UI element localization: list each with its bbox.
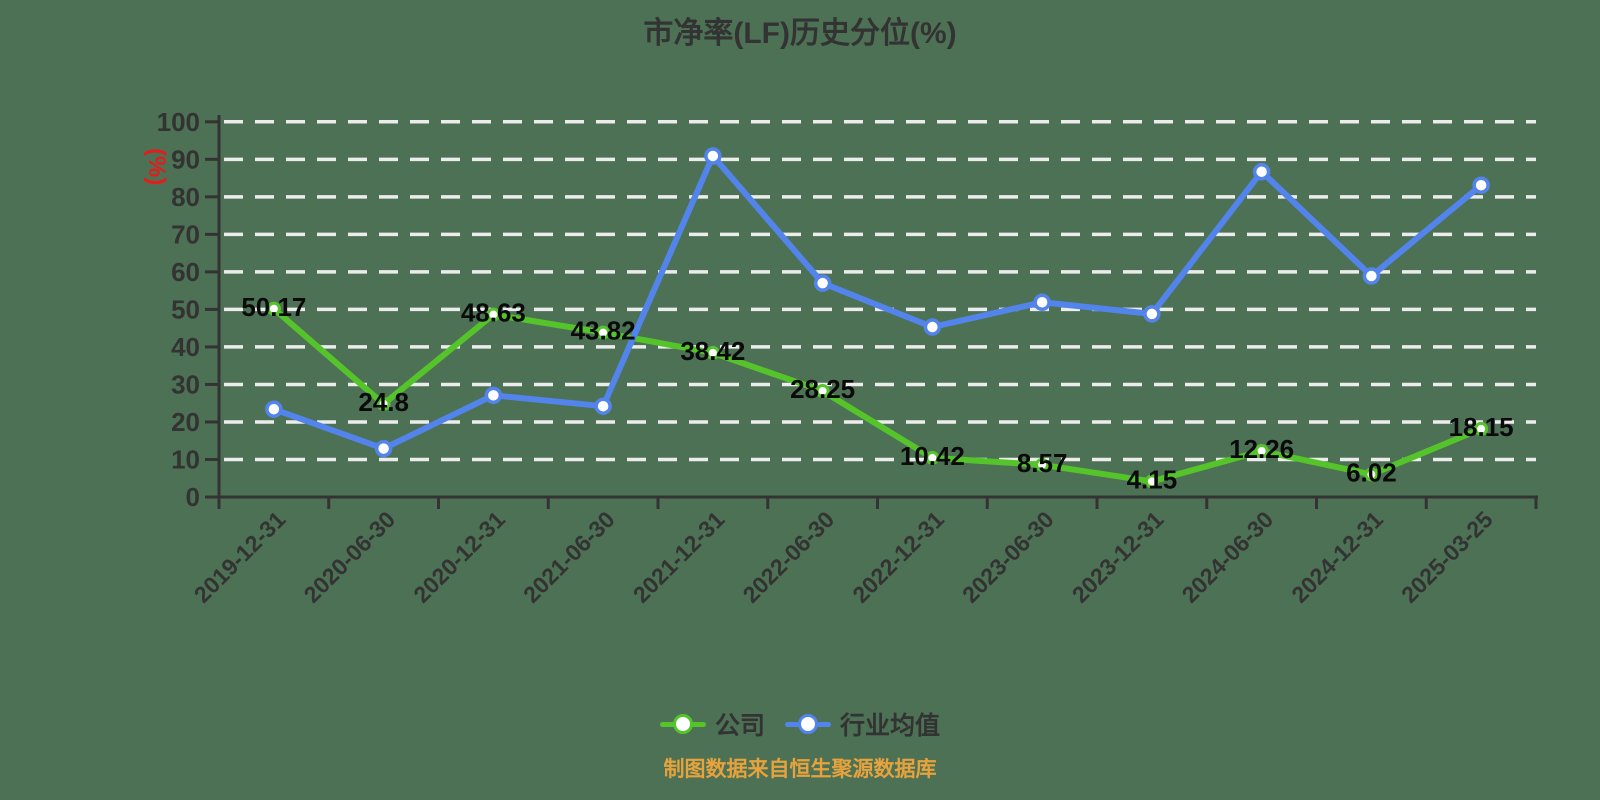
legend-item-company[interactable]: 公司: [659, 706, 765, 742]
company-series-marker-icon: [659, 714, 706, 734]
chart-legend: 公司 行业均值: [0, 706, 1600, 742]
company-data-point-marker: [1254, 444, 1269, 459]
industry-series-line: [270, 152, 1485, 452]
legend-label-company: 公司: [714, 712, 765, 740]
company-data-point-marker: [1364, 467, 1379, 482]
company-data-label: 38.42: [680, 336, 745, 366]
company-legend-circle-icon: [672, 714, 693, 734]
y-tick-label: 100: [157, 107, 200, 137]
x-tick-label: 2025-03-25: [1396, 506, 1498, 608]
industry-data-point-marker: [1033, 293, 1051, 312]
company-data-label: 6.02: [1346, 457, 1397, 487]
industry-legend-circle-icon: [798, 714, 818, 734]
industry-data-point-marker: [484, 386, 503, 405]
y-tick-label: 0: [186, 482, 200, 512]
company-data-point-marker: [705, 345, 720, 360]
company-data-point-marker: [1474, 421, 1489, 436]
y-tick-label: 90: [171, 144, 200, 174]
company-data-point-marker: [266, 301, 281, 316]
company-data-label: 28.25: [790, 374, 855, 404]
company-data-label: 43.82: [571, 316, 636, 346]
source-note: 制图数据来自恒生聚源数据库: [663, 758, 937, 781]
industry-data-point-marker: [1252, 162, 1271, 181]
x-tick-label: 2021-06-30: [518, 506, 620, 608]
industry-series-marker-icon: [785, 714, 831, 734]
industry-data-point-marker: [594, 397, 612, 415]
industry-data-point-marker: [265, 400, 283, 418]
y-tick-label: 70: [171, 219, 200, 249]
company-data-label: 12.26: [1229, 434, 1294, 464]
company-data-label: 8.57: [1017, 448, 1068, 478]
company-data-label: 48.63: [461, 298, 526, 328]
company-data-label: 24.8: [358, 387, 409, 417]
industry-data-point-marker: [1143, 305, 1161, 323]
company-data-label: 4.15: [1127, 464, 1178, 494]
x-tick-label: 2020-06-30: [299, 506, 401, 608]
x-tick-label: 2023-06-30: [957, 506, 1059, 608]
company-data-point-marker: [376, 396, 391, 411]
industry-data-point-marker: [1362, 267, 1381, 285]
company-data-point-marker: [596, 325, 611, 340]
y-tick-label: 10: [171, 444, 200, 474]
y-tick-label: 60: [171, 257, 200, 287]
industry-data-point-marker: [1472, 176, 1490, 194]
company-data-point-marker: [1035, 457, 1050, 472]
industry-data-point-marker: [704, 147, 722, 165]
company-data-point-marker: [925, 450, 940, 465]
company-data-point-marker: [486, 307, 501, 322]
company-data-label: 50.17: [241, 292, 306, 322]
x-tick-label: 2024-06-30: [1177, 506, 1279, 608]
x-tick-label: 2024-12-31: [1286, 506, 1388, 608]
company-data-label: 10.42: [900, 441, 965, 471]
industry-data-point-marker: [923, 318, 942, 336]
x-tick-label: 2021-12-31: [628, 506, 730, 608]
legend-item-industry-average[interactable]: 行业均值: [785, 706, 940, 742]
company-data-label: 18.15: [1449, 412, 1514, 442]
x-tick-label: 2022-12-31: [847, 506, 949, 608]
x-tick-label: 2020-12-31: [408, 506, 510, 608]
y-tick-label: 40: [171, 332, 200, 362]
x-tick-label: 2023-12-31: [1067, 506, 1169, 608]
industry-data-point-marker: [813, 274, 832, 292]
legend-label-industry-average: 行业均值: [840, 712, 941, 740]
company-data-point-marker: [815, 384, 830, 399]
y-tick-label: 50: [171, 294, 200, 324]
company-series-line: [270, 305, 1485, 485]
x-tick-label: 2022-06-30: [738, 506, 840, 608]
chart-title: 市净率(LF)历史分位(%): [643, 17, 957, 50]
x-tick-label: 2019-12-31: [189, 506, 291, 608]
y-tick-label: 80: [171, 182, 200, 212]
company-data-point-marker: [1144, 474, 1159, 489]
y-tick-label: 30: [171, 369, 200, 399]
y-tick-label: 20: [171, 407, 200, 437]
industry-data-point-marker: [374, 439, 393, 458]
